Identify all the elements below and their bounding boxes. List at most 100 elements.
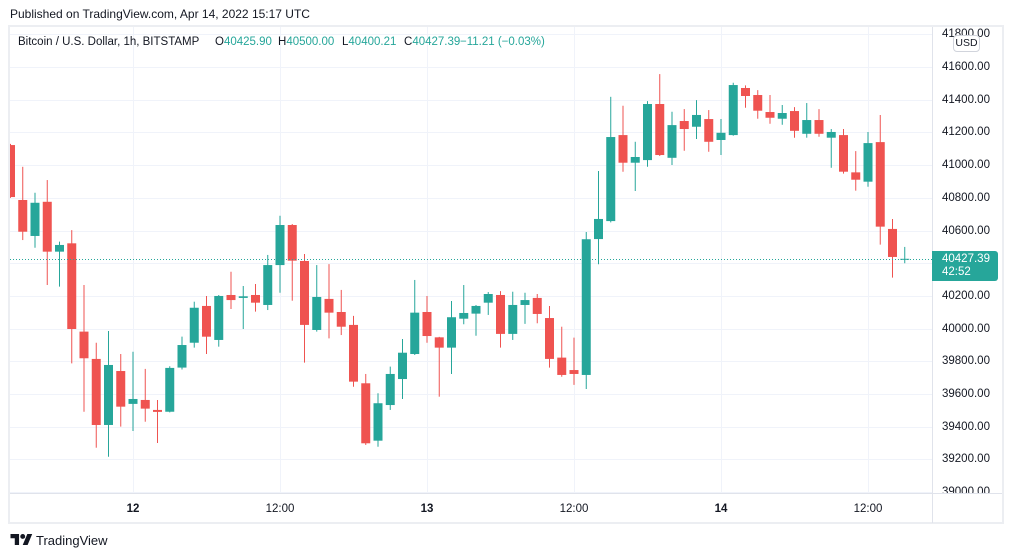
candle-up [716, 119, 726, 156]
candle-body [814, 120, 824, 134]
candle-body [483, 294, 493, 303]
candle-up [483, 292, 493, 315]
price-axis-label: 41000.00 [942, 159, 990, 172]
candle-body [373, 403, 383, 441]
candle-up [728, 82, 738, 136]
price-plot[interactable]: Bitcoin / U.S. Dollar, 1h, BITSTAMP O404… [10, 27, 932, 493]
candle-body [802, 120, 812, 134]
candle-down [251, 284, 260, 312]
candle-down [18, 166, 28, 241]
published-caption: Published on TradingView.com, Apr 14, 20… [10, 7, 310, 21]
candle-body [202, 305, 211, 337]
currency-badge[interactable]: USD [953, 35, 980, 52]
candle-body [716, 132, 726, 140]
candle-body [679, 121, 689, 130]
candle-up [630, 141, 640, 191]
time-axis[interactable]: 12 12:00 13 12:00 14 12:00 [10, 493, 932, 523]
candle-body [606, 137, 616, 222]
chart-widget: Bitcoin / U.S. Dollar, 1h, BITSTAMP O404… [8, 25, 1004, 524]
candle-down [361, 373, 371, 445]
price-axis[interactable]: 41800.0041600.0041400.0041200.0041000.00… [932, 27, 1002, 493]
candle-down [532, 294, 542, 324]
candle-up [165, 366, 175, 413]
candle-up [128, 351, 138, 432]
candle-up [214, 294, 224, 347]
candle-down [496, 291, 505, 348]
candle-down [655, 74, 665, 157]
price-axis-label: 41600.00 [942, 61, 990, 74]
candle-body [385, 373, 395, 406]
candle-body [410, 312, 420, 355]
candle-up [104, 330, 113, 457]
candle-up [692, 100, 701, 140]
axis-corner [932, 493, 1002, 523]
candle-down [226, 271, 236, 310]
candle-body [104, 364, 113, 425]
candle-body [336, 311, 346, 327]
candle-body [459, 312, 469, 319]
candles [10, 74, 910, 457]
candle-down [741, 85, 750, 108]
candle-up [826, 129, 836, 168]
candle-body [91, 358, 101, 425]
candle-down [116, 354, 126, 427]
candle-up [177, 336, 187, 370]
candle-down [839, 129, 848, 174]
candle-body [300, 260, 309, 325]
candle-body [398, 352, 407, 380]
time-axis-label: 12:00 [559, 503, 589, 515]
candle-body [434, 337, 444, 348]
candle-down [42, 180, 52, 286]
candle-body [863, 143, 873, 182]
candle-body [140, 399, 150, 409]
tradingview-logo[interactable]: TradingView [10, 533, 108, 549]
candle-up [471, 304, 481, 336]
candle-body [545, 318, 554, 359]
candle-body [55, 244, 64, 252]
candle-down [10, 143, 15, 198]
time-axis-label: 14 [714, 503, 728, 515]
candle-down [557, 326, 567, 377]
candle-down [91, 342, 101, 448]
candle-body [189, 307, 199, 343]
candle-down [79, 285, 89, 412]
time-axis-label: 12 [126, 503, 140, 515]
candle-body [753, 95, 763, 111]
candle-body [704, 119, 714, 142]
candle-body [30, 202, 40, 236]
candle-down [618, 105, 628, 172]
candlestick-chart[interactable] [10, 27, 932, 493]
candle-up [520, 292, 530, 324]
candle-up [373, 393, 383, 447]
candle-body [324, 298, 334, 313]
candle-body [422, 311, 432, 337]
candle-body [471, 305, 481, 314]
candle-up [581, 232, 591, 390]
candle-up [447, 301, 456, 374]
candle-down [569, 337, 579, 385]
candle-body [655, 104, 665, 156]
candle-body [128, 398, 138, 404]
candle-down [545, 305, 554, 368]
time-axis-label: 13 [420, 503, 434, 515]
last-price-label: 40427.39 42:52 [932, 250, 998, 281]
candle-up [508, 291, 518, 340]
candle-down [753, 90, 763, 119]
candle-body [790, 111, 799, 131]
candle-body [312, 296, 322, 330]
candle-body [569, 370, 579, 374]
candle-body [826, 131, 836, 138]
candle-body [238, 296, 248, 298]
candle-body [18, 199, 28, 232]
price-axis-label: 39400.00 [942, 420, 990, 433]
candle-up [312, 265, 322, 332]
candle-body [594, 218, 603, 240]
candle-body [741, 87, 750, 97]
price-axis-label: 39600.00 [942, 388, 990, 401]
candle-up [275, 215, 285, 293]
candle-body [287, 225, 297, 261]
candle-down [704, 110, 714, 152]
candle-down [67, 230, 77, 364]
candle-up [263, 254, 273, 311]
candle-body [777, 113, 787, 119]
